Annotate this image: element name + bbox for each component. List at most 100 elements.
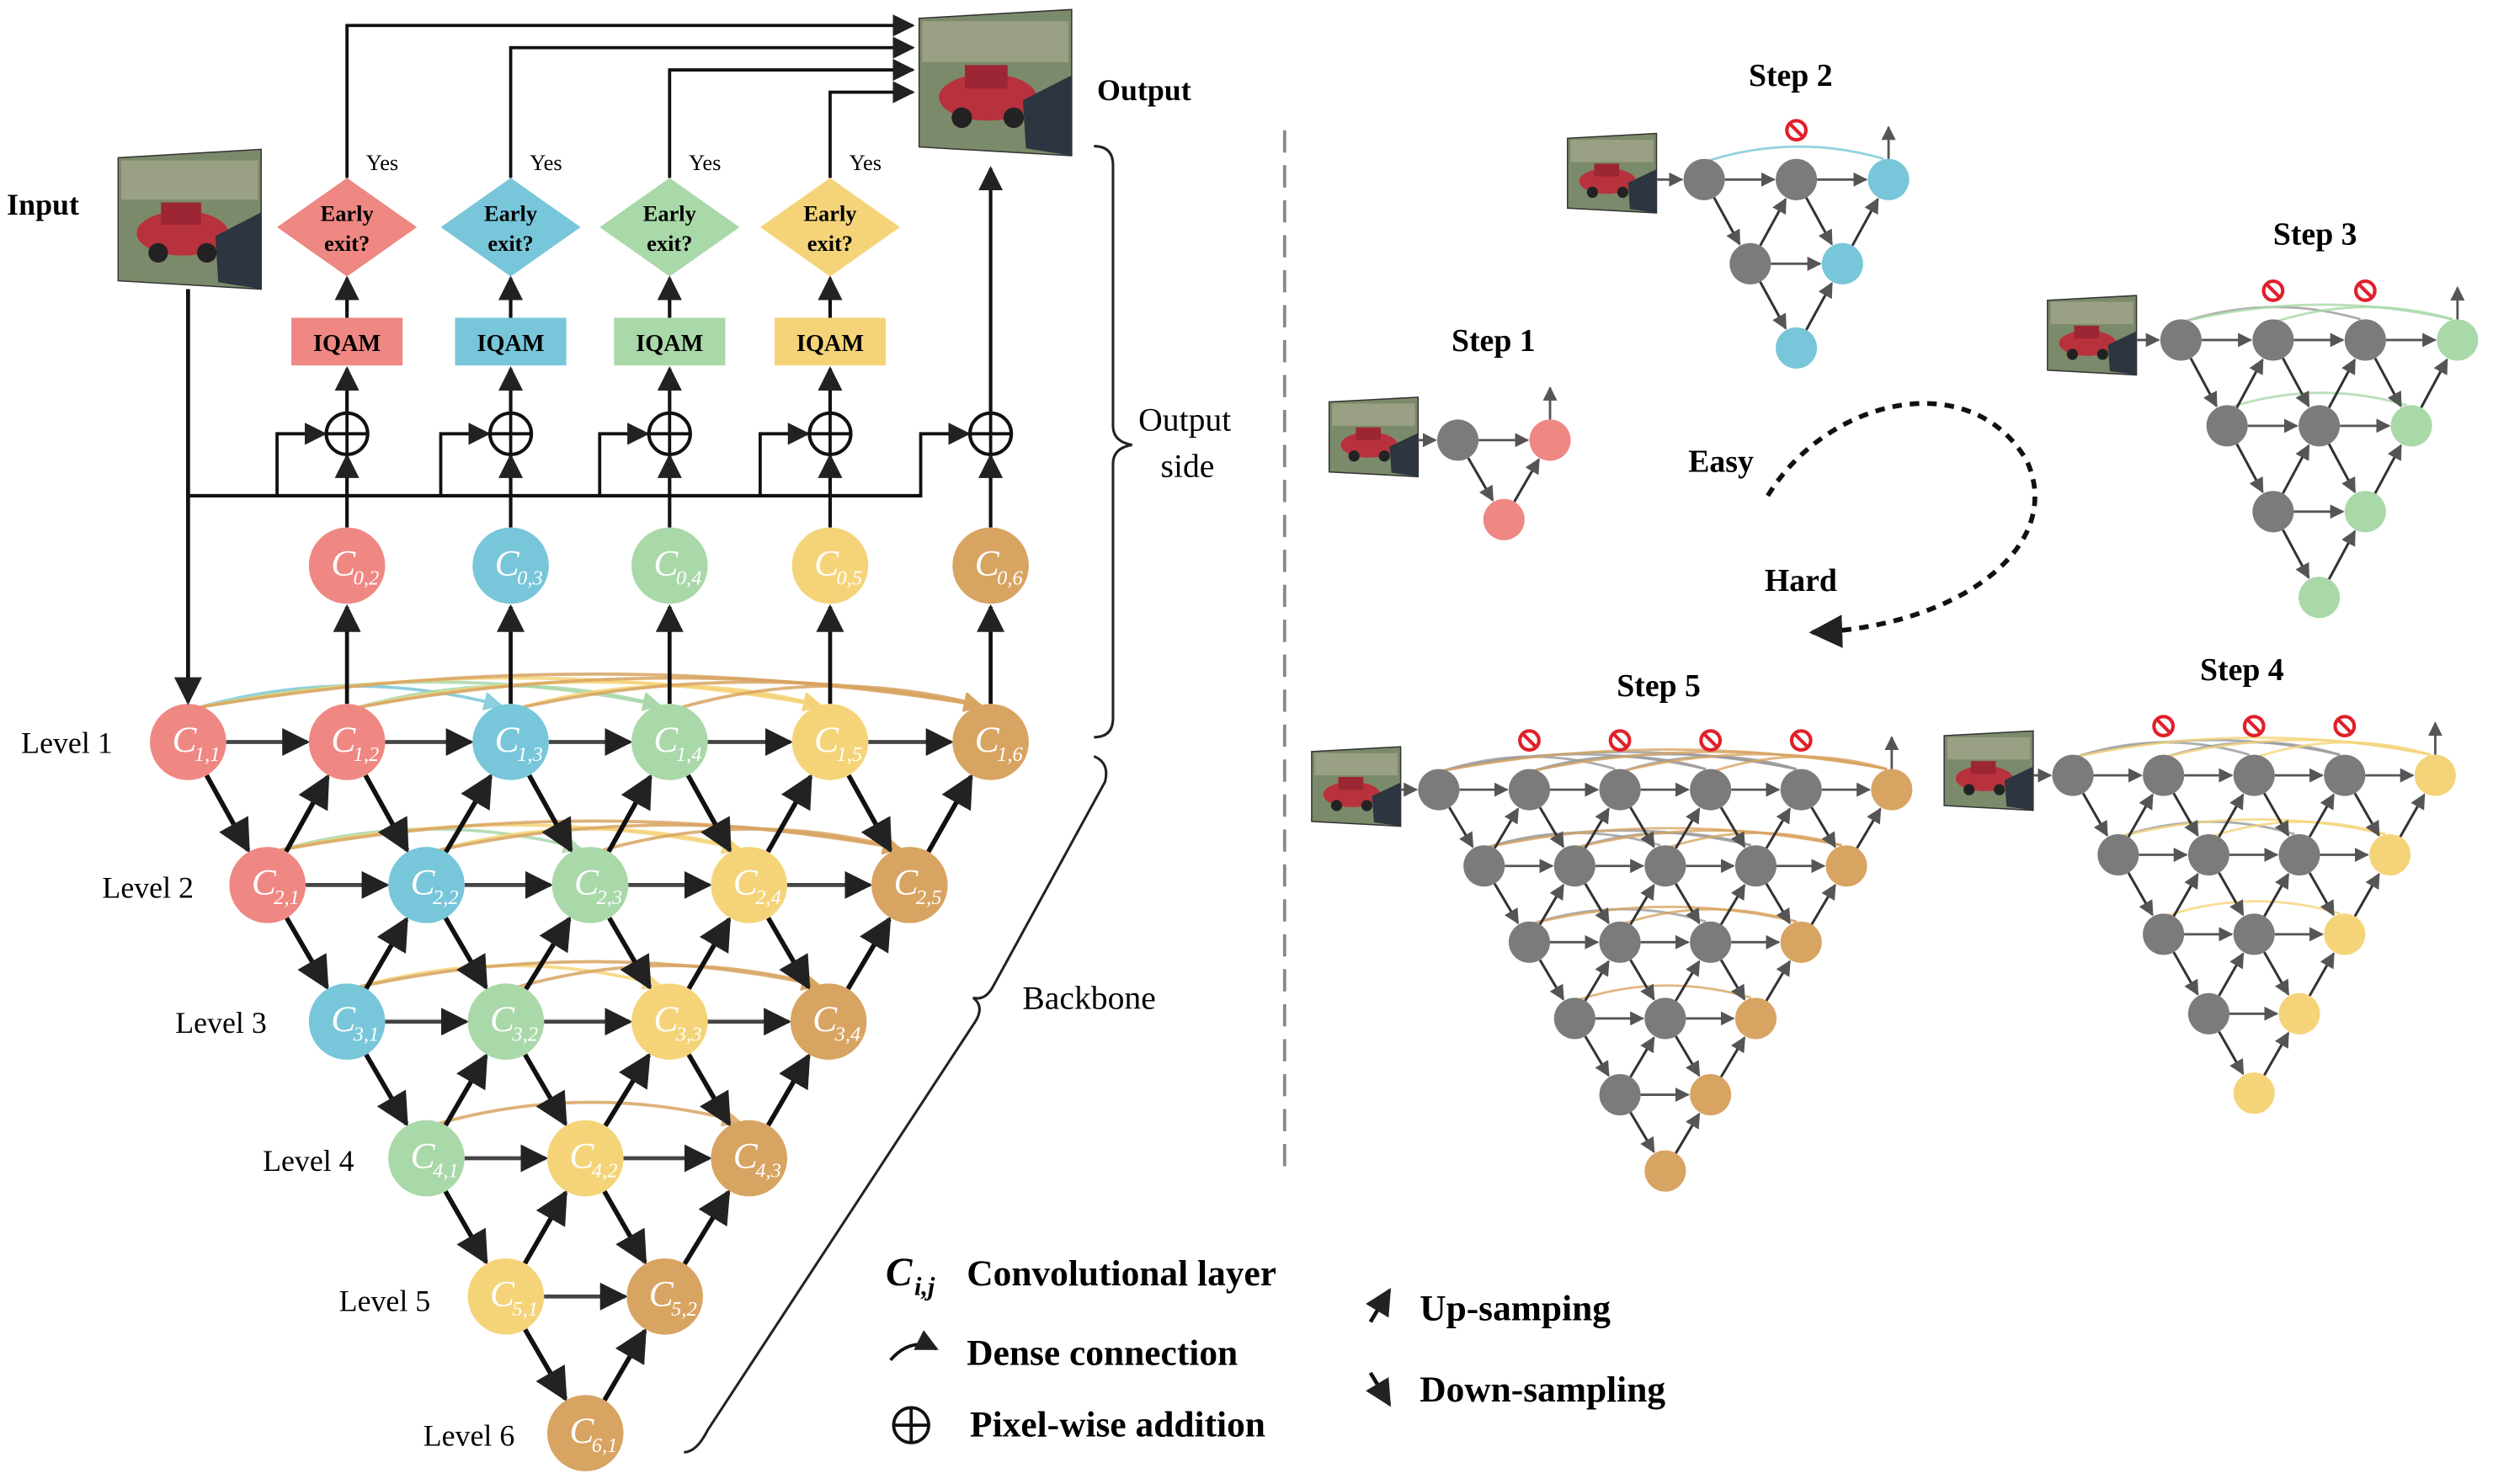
node-circle: [472, 704, 549, 780]
early-exit-text-1: Early: [484, 200, 537, 226]
up-sampling-edge: [686, 916, 732, 990]
mini-edge: [1629, 806, 1655, 848]
conv-node: C4,1: [388, 1120, 465, 1197]
mini-node-active: [1644, 1150, 1686, 1192]
up-sampling-edge: [524, 916, 572, 991]
mini-edge: [1629, 1036, 1655, 1078]
early-exit-text-2: exit?: [487, 231, 533, 256]
down-sampling-edge: [686, 1053, 732, 1127]
mini-dense: [1579, 984, 1752, 1001]
mini-edge: [2263, 872, 2290, 918]
node-circle: [308, 527, 386, 604]
mini-node: [1599, 921, 1641, 963]
node-symbol: C: [569, 1411, 594, 1451]
mini-edge: [1810, 883, 1836, 926]
node-symbol: C: [331, 999, 356, 1040]
node-subscript: 0,4: [676, 567, 702, 590]
legend: C i,j Convolutional layer Dense connecti…: [886, 1251, 1665, 1444]
mini-dense: [1624, 907, 1798, 925]
level-2-label: Level 2: [102, 870, 194, 904]
node-subscript: 2,4: [755, 886, 781, 909]
stop-icon: [2242, 715, 2266, 738]
mini-dense: [1714, 755, 1888, 772]
mini-dense: [2231, 391, 2407, 408]
mini-node: [1644, 845, 1686, 887]
node-circle: [626, 1258, 703, 1335]
exit-to-output: [668, 58, 915, 178]
step-4: [1943, 715, 2456, 1114]
iqam-label: IQAM: [313, 331, 381, 357]
up-sampling-edge: [602, 1327, 647, 1402]
down-sampling-edge: [443, 917, 488, 991]
mini-dense: [2277, 306, 2453, 322]
early-exit-diamond: [759, 178, 901, 277]
stop-icon: [2152, 715, 2176, 738]
level-3-label: Level 3: [175, 1006, 267, 1040]
easy-label: Easy: [1688, 444, 1754, 480]
step-3-image: [2047, 295, 2138, 376]
mini-edge: [1765, 807, 1792, 849]
mini-dense: [2213, 820, 2386, 838]
steps-panel: [1311, 119, 2479, 1192]
step-2-image: [1567, 132, 1658, 214]
mini-edge: [1629, 959, 1655, 1001]
mini-edge: [1851, 197, 1879, 247]
mini-edge: [2308, 793, 2336, 838]
mini-node-active: [2390, 405, 2432, 447]
mini-node-active: [1871, 769, 1913, 811]
down-sampling-edge: [523, 1053, 567, 1127]
conv-node: C2,5: [871, 847, 948, 923]
mini-edge: [1584, 883, 1610, 925]
mini-node: [1780, 769, 1822, 811]
mini-node-active: [1867, 158, 1910, 200]
node-circle: [631, 983, 708, 1061]
down-sampling-edge: [685, 774, 732, 854]
input-image: [117, 148, 262, 290]
node-symbol: C: [649, 1274, 674, 1315]
mini-edge: [1759, 197, 1787, 247]
up-sampling-edge: [765, 774, 813, 854]
legend-conv-subscript: i,j: [914, 1272, 935, 1300]
output-image: [918, 8, 1073, 157]
mini-edge: [2263, 792, 2290, 838]
early-exit-diamond: [277, 178, 418, 277]
node-subscript: 1,4: [676, 743, 702, 766]
node-circle: [952, 704, 1029, 780]
mini-edge: [2282, 357, 2310, 408]
yes-label: Yes: [689, 150, 721, 175]
backbone-label: Backbone: [1022, 980, 1155, 1017]
conv-node: C2,3: [551, 847, 629, 923]
down-sampling-edge: [364, 1053, 409, 1127]
mini-edge: [1759, 281, 1787, 330]
output-conv-node: C0,4: [631, 527, 708, 604]
down-sampling-edge: [602, 1189, 647, 1265]
pixel-add-icon: [807, 411, 853, 456]
mini-edge: [2235, 358, 2264, 408]
legend-up-label: Up-samping: [1420, 1289, 1611, 1329]
mini-edge: [1448, 806, 1474, 848]
mini-node: [1776, 158, 1818, 200]
legend-conv-label: Convolutional layer: [967, 1253, 1276, 1294]
iqam-box: [291, 317, 403, 366]
mini-node: [2187, 833, 2229, 876]
yes-label: Yes: [366, 150, 398, 175]
step-1-image: [1328, 396, 1420, 478]
node-circle: [472, 527, 549, 604]
exit-to-output: [828, 81, 915, 178]
up-sampling-edge: [766, 1053, 811, 1127]
mini-edge: [2218, 952, 2245, 997]
node-subscript: 1,1: [194, 743, 221, 766]
mini-node-active: [1529, 419, 1571, 461]
mini-edge: [2373, 444, 2402, 494]
mini-node: [2344, 319, 2386, 361]
step-4-image: [1943, 730, 2034, 811]
step-5-label: Step 5: [1617, 668, 1701, 704]
iqam-box: [455, 317, 567, 366]
mini-node-active: [2344, 491, 2386, 533]
dense-connection: [523, 680, 983, 712]
dense-connection: [439, 823, 903, 854]
mini-node-active: [2414, 754, 2456, 796]
mini-edge: [2327, 358, 2357, 408]
node-circle: [546, 1395, 624, 1471]
node-subscript: 1,6: [997, 743, 1023, 766]
